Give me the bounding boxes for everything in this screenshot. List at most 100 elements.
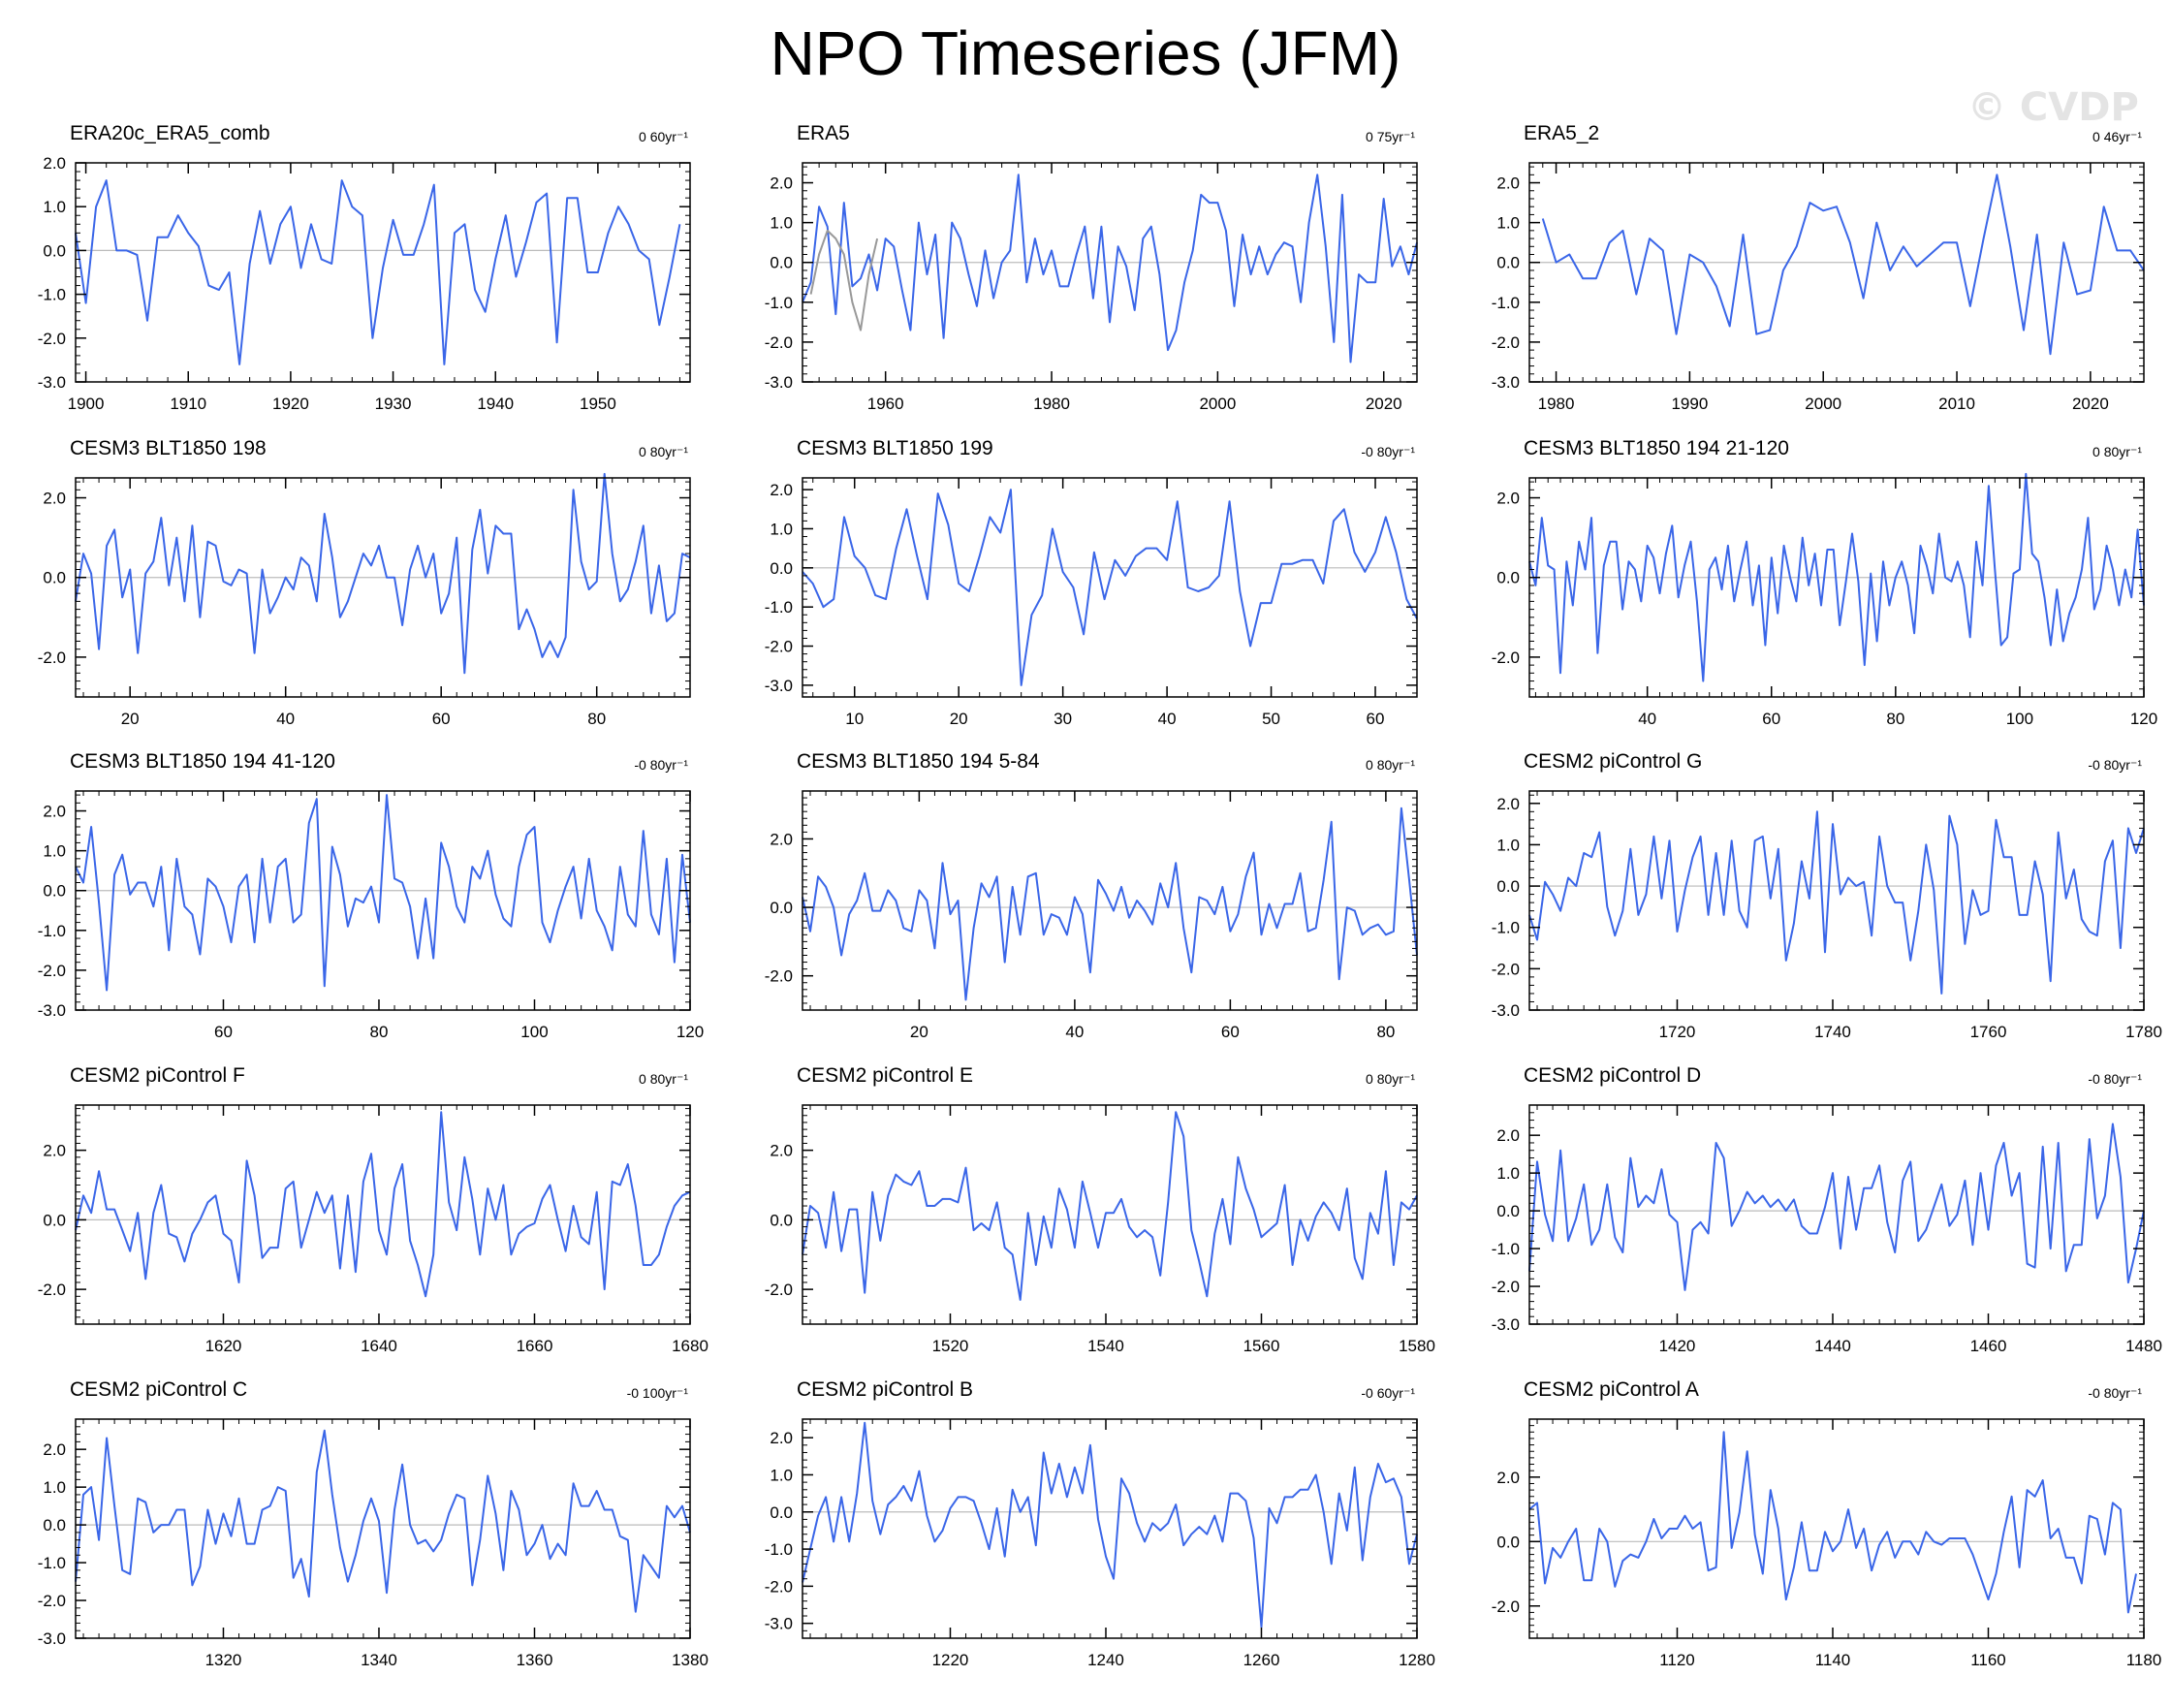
panel-title: CESM3 BLT1850 199 — [797, 437, 993, 459]
x-tick-label: 1640 — [361, 1337, 397, 1355]
series-line — [1528, 1431, 2137, 1614]
series-line — [75, 1429, 691, 1613]
trend-label: -0 60yr⁻¹ — [1361, 1385, 1415, 1401]
x-tick-label: 1940 — [477, 395, 514, 413]
trend-label: 0 60yr⁻¹ — [639, 129, 688, 144]
panel-10: CESM2 piControl F 0 80yr⁻¹ 1620 1640 1660 168… — [38, 1064, 708, 1355]
panel-15: CESM2 piControl A -0 80yr⁻¹ 1120 1140 1160 11… — [1492, 1378, 2162, 1669]
x-tick-label: 60 — [1221, 1023, 1240, 1041]
x-tick-label: 50 — [1262, 710, 1280, 728]
y-tick-label: 0.0 — [1496, 569, 1520, 587]
y-tick-label: -2.0 — [1492, 333, 1520, 352]
x-tick-label: 1520 — [932, 1337, 969, 1355]
trend-label: 0 80yr⁻¹ — [2092, 444, 2142, 459]
trend-label: -0 80yr⁻¹ — [634, 757, 688, 773]
y-tick-label: -2.0 — [38, 648, 66, 667]
panel-1: ERA20c_ERA5_comb 0 60yr⁻¹ 1900 1910 1920 1930… — [38, 122, 691, 413]
y-tick-label: 2.0 — [43, 803, 66, 821]
series-line — [802, 807, 1418, 1001]
panel-title: ERA5 — [797, 122, 850, 144]
x-tick-label: 1950 — [580, 395, 616, 413]
x-tick-label: 1220 — [932, 1651, 969, 1669]
y-tick-label: 0.0 — [43, 882, 66, 901]
x-tick-label: 2010 — [1938, 395, 1975, 413]
y-tick-label: -1.0 — [38, 922, 66, 940]
series-line — [1541, 174, 2145, 356]
y-tick-label: 0.0 — [770, 1211, 793, 1229]
x-tick-label: 1140 — [1815, 1651, 1851, 1669]
x-tick-label: 20 — [121, 710, 140, 728]
x-tick-label: 1280 — [1399, 1651, 1435, 1669]
x-tick-label: 1930 — [375, 395, 412, 413]
x-tick-label: 100 — [520, 1023, 548, 1041]
x-tick-label: 40 — [1158, 710, 1177, 728]
series-line — [75, 179, 681, 365]
y-tick-label: -3.0 — [1492, 1315, 1520, 1334]
x-tick-label: 40 — [1065, 1023, 1084, 1041]
x-tick-label: 120 — [676, 1023, 704, 1041]
figure-title: NPO Timeseries (JFM) — [770, 18, 1401, 88]
y-tick-label: 0.0 — [43, 241, 66, 260]
panel-title: CESM2 piControl F — [70, 1064, 245, 1087]
x-tick-label: 1260 — [1243, 1651, 1280, 1669]
y-tick-label: 2.0 — [1496, 174, 1520, 193]
x-tick-label: 1320 — [205, 1651, 242, 1669]
x-tick-label: 30 — [1054, 710, 1072, 728]
y-tick-label: -1.0 — [1492, 1240, 1520, 1258]
y-tick-label: 0.0 — [1496, 877, 1520, 896]
y-tick-label: -2.0 — [38, 330, 66, 348]
y-tick-label: 2.0 — [43, 1142, 66, 1160]
x-tick-label: 1440 — [1814, 1337, 1851, 1355]
y-tick-label: 0.0 — [770, 559, 793, 578]
y-tick-label: -2.0 — [38, 1281, 66, 1299]
x-tick-label: 1980 — [1538, 395, 1575, 413]
panel-title: CESM2 piControl D — [1524, 1064, 1701, 1087]
x-tick-label: 1460 — [1970, 1337, 2007, 1355]
panel-12: CESM2 piControl D -0 80yr⁻¹ 1420 1440 1460 14… — [1492, 1064, 2162, 1355]
secondary-series-line — [809, 229, 879, 332]
x-tick-label: 80 — [587, 710, 606, 728]
y-tick-label: -2.0 — [765, 1577, 793, 1596]
x-tick-label: 1740 — [1814, 1023, 1851, 1041]
y-tick-label: -2.0 — [765, 333, 793, 352]
y-tick-label: -2.0 — [38, 1592, 66, 1610]
x-tick-label: 120 — [2130, 710, 2157, 728]
y-tick-label: -1.0 — [1492, 919, 1520, 937]
trend-label: 0 80yr⁻¹ — [1366, 1071, 1415, 1087]
x-tick-label: 1560 — [1243, 1337, 1280, 1355]
panel-6: CESM3 BLT1850 194 21-120 0 80yr⁻¹ 40 60 80 10… — [1492, 437, 2157, 728]
x-tick-label: 1990 — [1671, 395, 1708, 413]
y-tick-label: 2.0 — [43, 490, 66, 508]
x-tick-label: 1960 — [867, 395, 904, 413]
y-tick-label: -2.0 — [38, 962, 66, 980]
panel-title: CESM3 BLT1850 194 41-120 — [70, 750, 335, 773]
y-tick-label: 2.0 — [770, 1142, 793, 1160]
panel-14: CESM2 piControl B -0 60yr⁻¹ 1220 1240 1260 12… — [765, 1378, 1435, 1669]
plot-frame — [1528, 790, 2145, 1011]
x-tick-label: 80 — [370, 1023, 389, 1041]
x-tick-label: 20 — [950, 710, 968, 728]
x-tick-label: 2000 — [1199, 395, 1236, 413]
x-tick-label: 1900 — [68, 395, 105, 413]
series-line — [75, 1111, 691, 1298]
y-tick-label: 0.0 — [43, 1516, 66, 1534]
y-tick-label: 1.0 — [43, 198, 66, 216]
trend-label: -0 80yr⁻¹ — [2088, 1071, 2142, 1087]
y-tick-label: 0.0 — [770, 254, 793, 272]
y-tick-label: -2.0 — [765, 967, 793, 986]
plot-frame — [802, 1418, 1418, 1639]
trend-label: 0 80yr⁻¹ — [1366, 757, 1415, 773]
y-tick-label: -2.0 — [765, 638, 793, 656]
y-tick-label: 2.0 — [1496, 795, 1520, 813]
plot-frame — [802, 1104, 1418, 1325]
y-tick-label: 1.0 — [770, 214, 793, 233]
y-tick-label: -1.0 — [38, 286, 66, 304]
y-tick-label: 0.0 — [1496, 1533, 1520, 1551]
y-tick-label: -2.0 — [1492, 648, 1520, 667]
trend-label: -0 100yr⁻¹ — [627, 1385, 689, 1401]
plot-frame — [802, 162, 1418, 383]
plot-frame — [1528, 1418, 2145, 1639]
y-tick-label: -2.0 — [1492, 1278, 1520, 1296]
trend-label: 0 80yr⁻¹ — [639, 444, 688, 459]
